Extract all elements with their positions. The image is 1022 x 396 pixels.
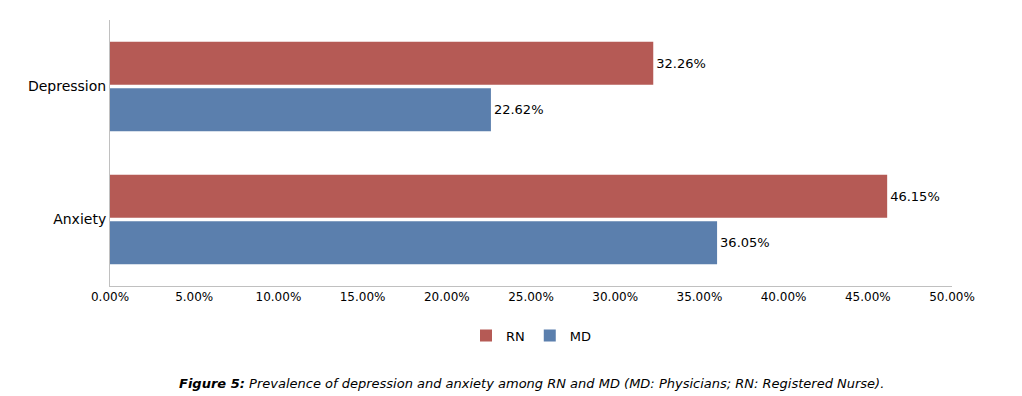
svg-text:Depression: Depression: [28, 78, 106, 94]
svg-text:50.00%: 50.00%: [929, 290, 975, 304]
svg-text:35.00%: 35.00%: [677, 290, 723, 304]
svg-text:36.05%: 36.05%: [720, 235, 770, 250]
svg-text:40.00%: 40.00%: [761, 290, 807, 304]
svg-text:20.00%: 20.00%: [424, 290, 470, 304]
svg-text:46.15%: 46.15%: [890, 189, 940, 204]
svg-text:0.00%: 0.00%: [91, 290, 129, 304]
svg-text:30.00%: 30.00%: [592, 290, 638, 304]
svg-text:15.00%: 15.00%: [340, 290, 386, 304]
svg-text:10.00%: 10.00%: [256, 290, 302, 304]
svg-text:MD: MD: [570, 329, 591, 344]
svg-text:RN: RN: [506, 329, 525, 344]
svg-text:5.00%: 5.00%: [175, 290, 213, 304]
svg-text:22.62%: 22.62%: [494, 102, 544, 117]
svg-text:Anxiety: Anxiety: [53, 211, 106, 227]
svg-text:25.00%: 25.00%: [508, 290, 554, 304]
svg-text:32.26%: 32.26%: [656, 56, 706, 71]
svg-text:Figure 5: Prevalence of depres: Figure 5: Prevalence of depression and a…: [179, 376, 884, 391]
svg-text:45.00%: 45.00%: [845, 290, 891, 304]
